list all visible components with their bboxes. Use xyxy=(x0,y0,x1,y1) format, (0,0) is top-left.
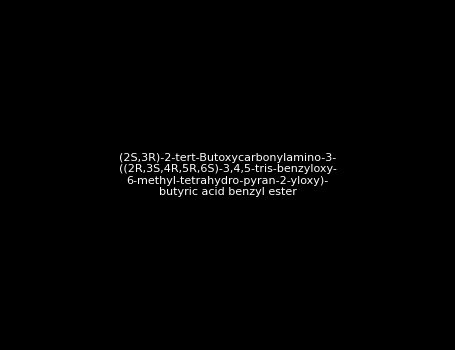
Text: (2S,3R)-2-tert-Butoxycarbonylamino-3-
((2R,3S,4R,5R,6S)-3,4,5-tris-benzyloxy-
6-: (2S,3R)-2-tert-Butoxycarbonylamino-3- ((… xyxy=(119,153,336,197)
